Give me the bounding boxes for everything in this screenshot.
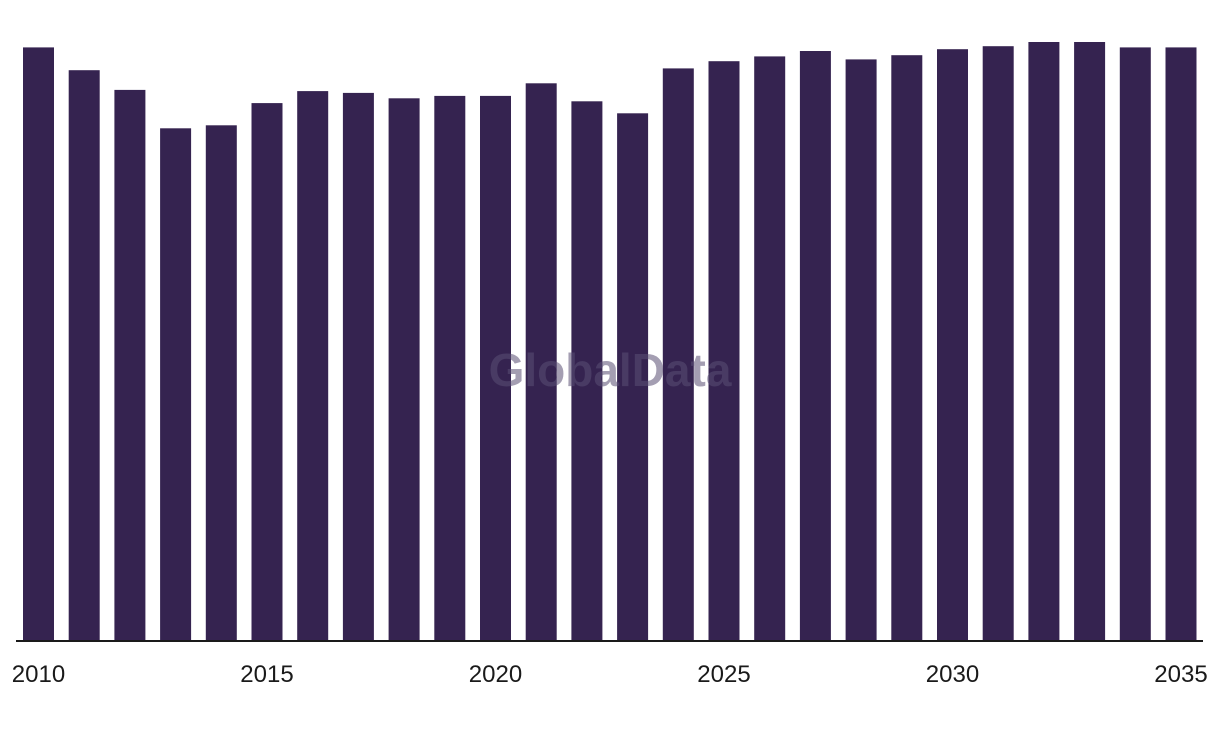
bar-2010 (23, 47, 54, 641)
bar-2012 (114, 89, 146, 641)
bar-2025 (708, 61, 740, 641)
bar-2023 (617, 113, 649, 642)
watermark-text: GlobalData (489, 344, 732, 396)
bar-2031 (982, 46, 1014, 641)
bar-2035 (1165, 47, 1197, 641)
bar-2033 (1074, 42, 1106, 641)
bar-2029 (891, 55, 923, 641)
bar-2016 (297, 91, 329, 642)
bar-2027 (799, 51, 831, 641)
bar-2026 (754, 56, 786, 641)
x-tick-label-2035: 2035 (1154, 661, 1207, 688)
bar-2028 (845, 59, 877, 641)
bar-2019 (434, 95, 466, 641)
x-tick-label-2025: 2025 (697, 661, 750, 688)
bar-2018 (388, 98, 420, 642)
bar-2017 (342, 92, 374, 641)
x-tick-label-2015: 2015 (240, 661, 293, 688)
bar-2013 (160, 128, 192, 642)
bar-2014 (205, 125, 237, 642)
x-tick-label-2020: 2020 (469, 661, 522, 688)
bar-2022 (571, 101, 603, 642)
x-tick-label-2030: 2030 (926, 661, 979, 688)
bar-2024 (662, 68, 694, 641)
bar-2034 (1119, 47, 1151, 641)
bar-2020 (480, 95, 511, 641)
x-tick-label-2010: 2010 (12, 661, 65, 688)
bar-2030 (937, 49, 968, 641)
bar-2032 (1028, 42, 1060, 641)
bar-2011 (68, 70, 100, 641)
bar-2015 (251, 103, 283, 642)
x-tick-labels: 2010 2015 2020 2025 2030 2035 (12, 661, 1208, 688)
bars-group (23, 42, 1197, 642)
bar-2021 (525, 83, 557, 642)
